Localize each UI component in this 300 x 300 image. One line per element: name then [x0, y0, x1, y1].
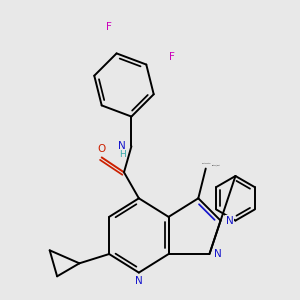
Text: methyl_text: methyl_text	[212, 164, 220, 166]
Text: N: N	[214, 249, 221, 259]
Text: N: N	[118, 141, 126, 151]
Text: N: N	[226, 216, 234, 226]
Text: F: F	[169, 52, 175, 62]
Text: methyl stub: methyl stub	[202, 162, 210, 164]
Text: O: O	[98, 144, 106, 154]
Text: H: H	[119, 150, 125, 159]
Text: N: N	[135, 276, 143, 286]
Text: F: F	[106, 22, 112, 32]
